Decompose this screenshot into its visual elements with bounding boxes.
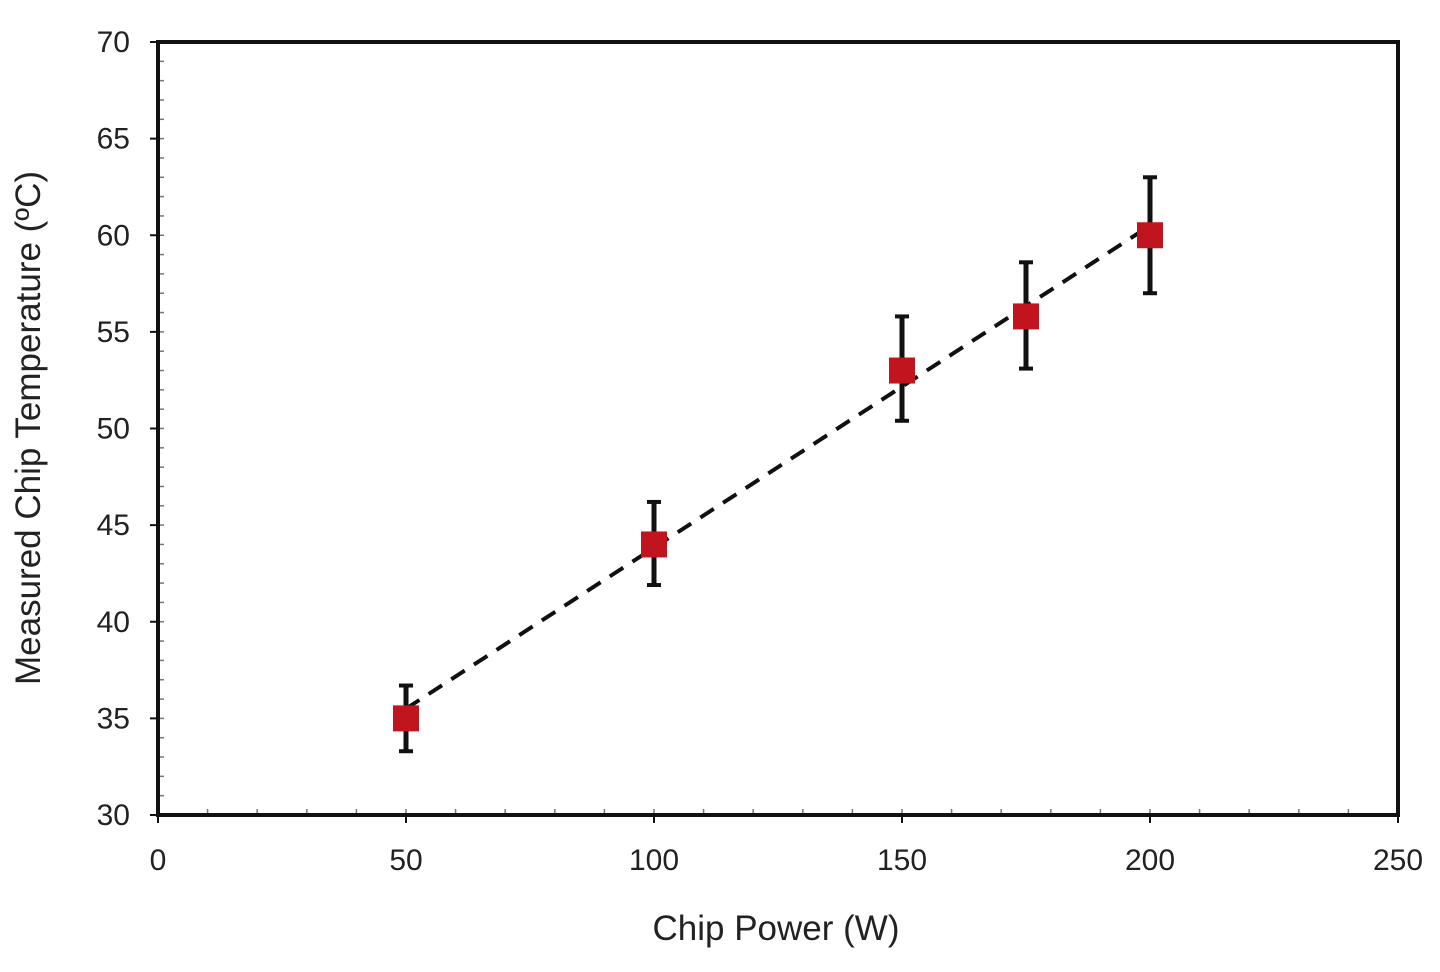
data-point-marker (1137, 222, 1163, 249)
y-tick-label: 60 (97, 219, 130, 252)
y-axis-title: Measured Chip Temperature (ºC) (9, 171, 48, 685)
y-tick-label: 65 (97, 123, 130, 156)
x-tick-label: 100 (629, 844, 679, 877)
y-tick-label: 55 (97, 316, 130, 349)
y-tick-label: 35 (97, 702, 130, 735)
y-axis-tick-labels: 30 35 40 45 50 55 60 65 70 (97, 26, 130, 832)
data-point-marker (889, 357, 915, 384)
x-tick-label: 150 (877, 844, 927, 877)
markers-layer (393, 222, 1163, 732)
x-tick-label: 50 (389, 844, 422, 877)
data-point-marker (641, 531, 667, 558)
y-tick-label: 30 (97, 799, 130, 832)
y-tick-label: 45 (97, 509, 130, 542)
data-point-marker (393, 705, 419, 732)
y-tick-label: 70 (97, 26, 130, 59)
x-tick-label: 250 (1373, 844, 1423, 877)
x-tick-label: 0 (150, 844, 167, 877)
x-axis-tick-labels: 0 50 100 150 200 250 (150, 844, 1423, 877)
x-tick-label: 200 (1125, 844, 1175, 877)
plot-area-frame (156, 40, 1400, 817)
y-tick-label: 50 (97, 413, 130, 446)
y-tick-label: 40 (97, 606, 130, 639)
x-axis-title: Chip Power (W) (653, 909, 900, 948)
data-point-marker (1013, 303, 1039, 330)
